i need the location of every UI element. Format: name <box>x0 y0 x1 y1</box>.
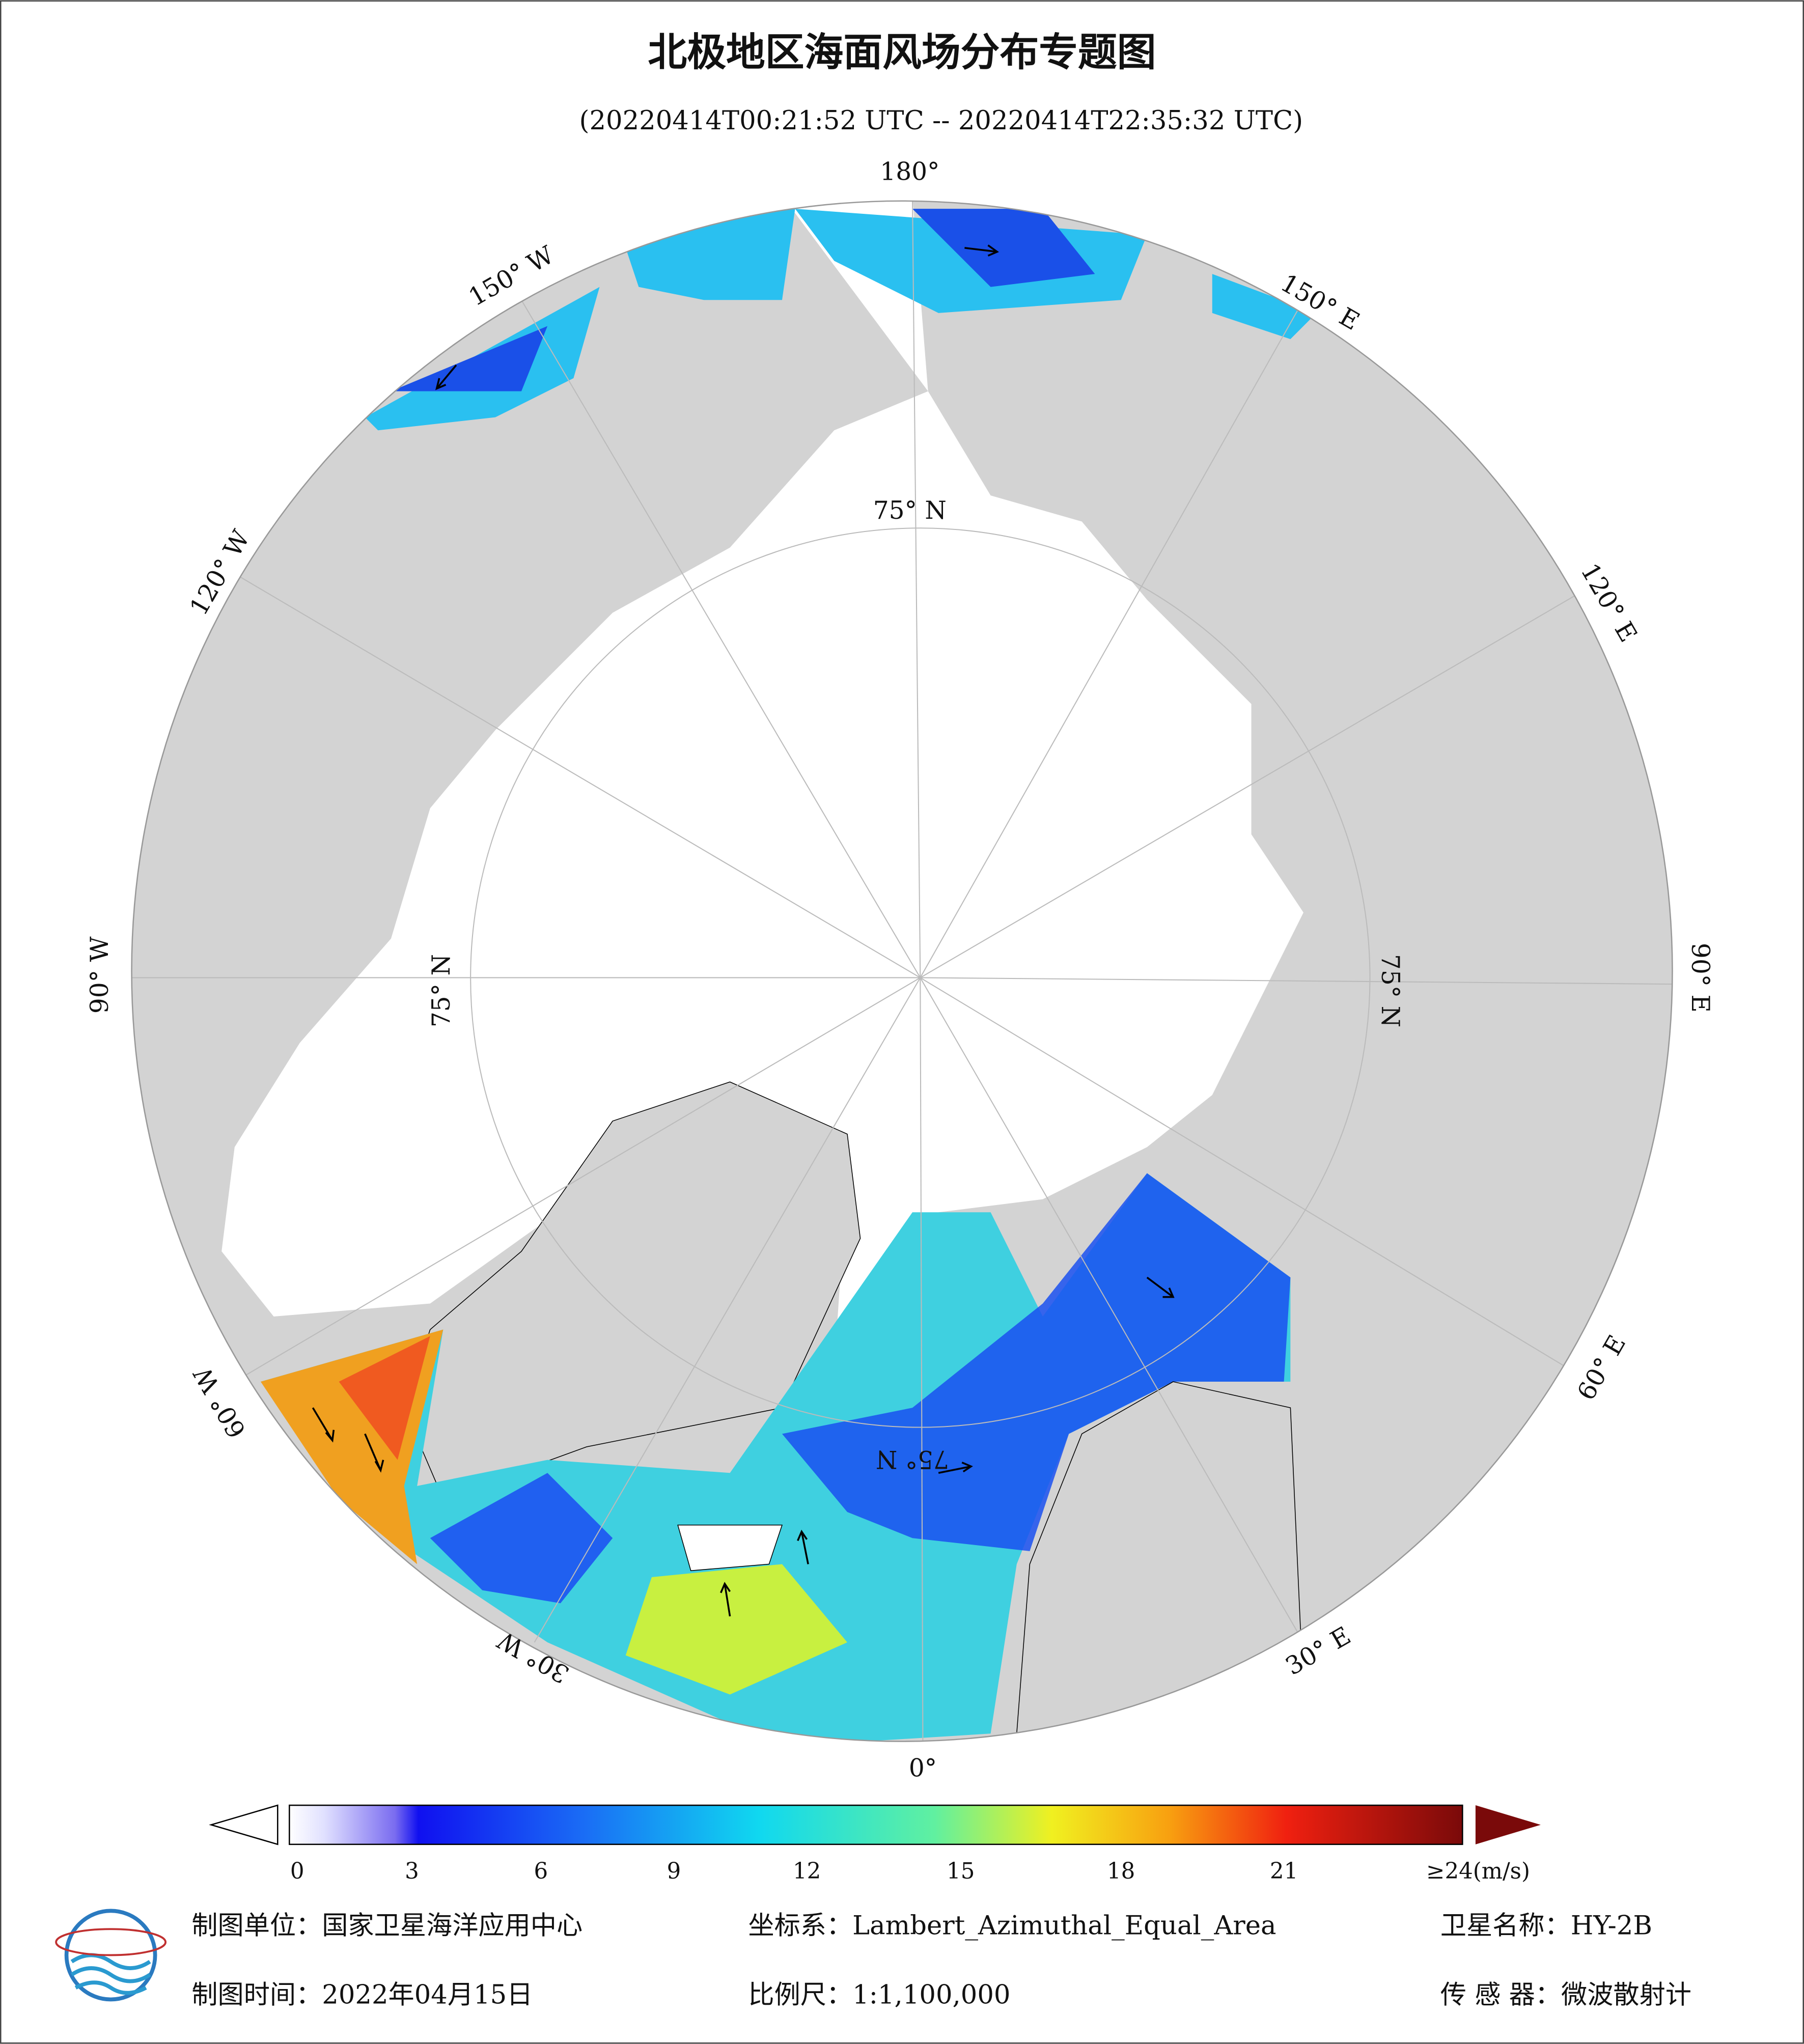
wind-strong <box>339 1336 430 1460</box>
greenland <box>403 1081 861 1500</box>
latitude-labels: 75° N 75° N 75° N 75° N <box>427 496 1404 1473</box>
colorbar-end-label: ≥24(m/s) <box>1426 1859 1530 1884</box>
latitude-label: 75° N <box>873 496 947 525</box>
colorbar-tick-label: 15 <box>947 1859 975 1884</box>
longitude-label: 0° <box>909 1754 937 1782</box>
longitude-label: 90° E <box>1686 943 1714 1013</box>
colorbar-tick-label: 6 <box>534 1859 548 1884</box>
sensor: 传 感 器：微波散射计 <box>1440 1979 1691 2010</box>
production-date: 制图时间：2022年04月15日 <box>191 1979 533 2010</box>
colorbar-tick-label: 3 <box>405 1859 419 1884</box>
longitude-label: 180° <box>880 157 939 186</box>
latitude-label: 75° N <box>876 1445 949 1473</box>
colorbar-ticks: 0 3 6 9 12 15 18 21 <box>290 1859 1298 1884</box>
latitude-label: 75° N <box>427 954 456 1027</box>
satellite: 卫星名称：HY-2B <box>1440 1911 1652 1941</box>
arctic-ocean <box>221 201 1303 1460</box>
title: 北极地区海面风场分布专题图 <box>648 30 1156 75</box>
colorbar-tick-label: 12 <box>793 1859 821 1884</box>
map-border <box>131 200 1673 1742</box>
map <box>131 201 1673 1742</box>
longitude-label: 90° W <box>86 937 114 1014</box>
wind-low <box>430 1473 613 1604</box>
subtitle: (20220414T00:21:52 UTC -- 20220414T22:35… <box>579 105 1303 136</box>
colorbar-tick-label: 0 <box>290 1859 304 1884</box>
colorbar-min-arrow <box>209 1804 279 1845</box>
latitude-label: 75° N <box>1376 954 1404 1027</box>
colorbar-tick-label: 18 <box>1107 1859 1135 1884</box>
iceland <box>677 1524 783 1572</box>
wind-low <box>391 209 1095 391</box>
colorbar-tick-label: 9 <box>667 1859 681 1884</box>
producer: 制图单位：国家卫星海洋应用中心 <box>191 1911 582 1941</box>
wind-low <box>782 1173 1291 1551</box>
scale: 比例尺：1:1,100,000 <box>748 1979 1010 2010</box>
colorbar-max-arrow <box>1475 1805 1541 1844</box>
wind-mid <box>625 1564 847 1695</box>
colorbar <box>289 1804 1463 1845</box>
colorbar-tick-label: 21 <box>1270 1859 1298 1884</box>
logo <box>55 1909 167 2002</box>
wind-arrows <box>312 244 1175 1617</box>
graticule <box>131 201 1673 1742</box>
projection: 坐标系：Lambert_Azimuthal_Equal_Area <box>748 1911 1276 1941</box>
